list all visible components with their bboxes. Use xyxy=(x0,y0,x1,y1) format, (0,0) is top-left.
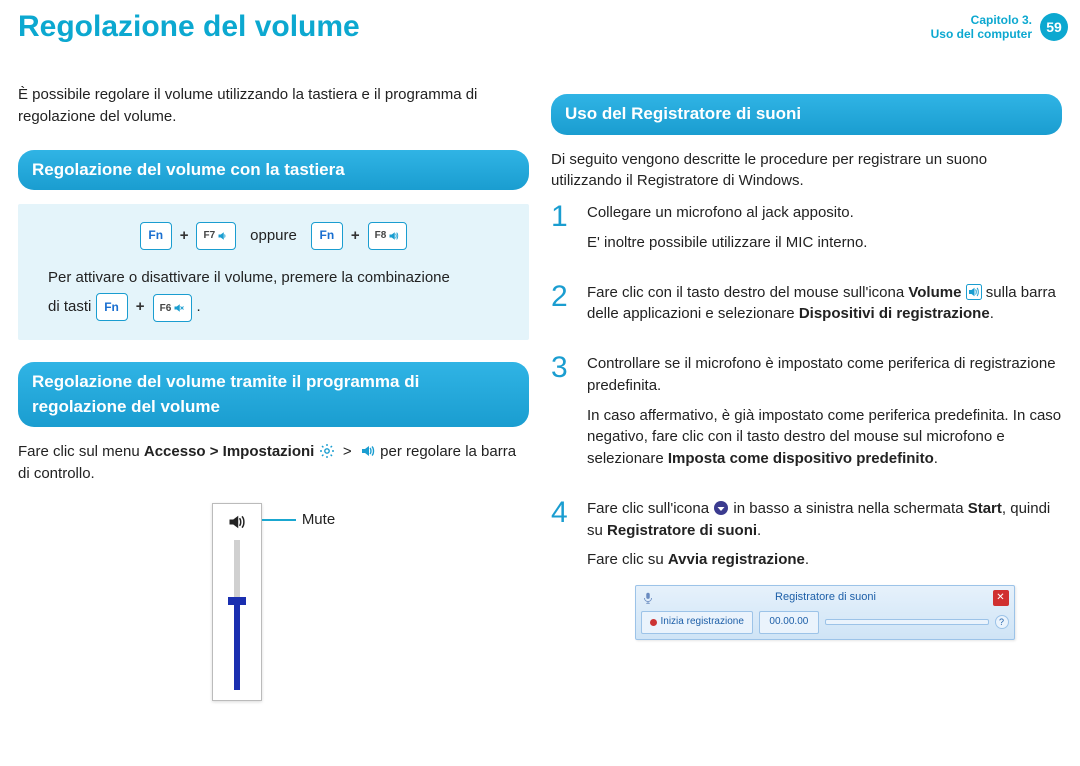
sound-recorder-window: Registratore di suoni ✕ Inizia registraz… xyxy=(635,585,1015,640)
key-fn-3: Fn xyxy=(96,293,128,321)
callout-line xyxy=(262,519,296,521)
recorder-intro: Di seguito vengono descritte le procedur… xyxy=(551,149,1062,193)
intro-text: È possibile regolare il volume utilizzan… xyxy=(18,84,529,128)
volume-up-icon xyxy=(388,230,400,242)
volume-fill xyxy=(234,600,240,690)
help-button[interactable]: ? xyxy=(995,615,1009,629)
plus-icon-2: + xyxy=(351,225,360,247)
plus-icon-3: + xyxy=(136,298,145,315)
step-2: 2 Fare clic con il tasto destro del mous… xyxy=(551,282,1062,334)
recorder-titlebar: Registratore di suoni ✕ xyxy=(639,589,1011,607)
step-body: Fare clic sull'icona in basso a sinistra… xyxy=(587,498,1062,640)
step-1: 1 Collegare un microfono al jack apposit… xyxy=(551,202,1062,262)
volume-popup xyxy=(212,503,262,701)
recording-time: 00.00.00 xyxy=(759,611,819,634)
header-right: Capitolo 3. Uso del computer 59 xyxy=(931,13,1080,42)
recorder-title: Registratore di suoni xyxy=(659,590,993,606)
key-fn: Fn xyxy=(140,222,172,250)
left-column: È possibile regolare il volume utilizzan… xyxy=(18,84,529,701)
tray-volume-icon xyxy=(966,284,982,300)
step-number: 1 xyxy=(551,202,573,262)
step-body: Collegare un microfono al jack apposito.… xyxy=(587,202,1062,262)
microphone-icon xyxy=(641,591,655,605)
or-label: oppure xyxy=(250,225,297,247)
volume-track[interactable] xyxy=(234,540,240,690)
plus-icon: + xyxy=(180,225,189,247)
level-meter xyxy=(825,619,989,625)
step-3: 3 Controllare se il microfono è impostat… xyxy=(551,353,1062,478)
volume-icon xyxy=(360,443,376,459)
program-instruction: Fare clic sul menu Accesso > Impostazion… xyxy=(18,441,529,485)
step-number: 4 xyxy=(551,498,573,640)
page-header: Regolazione del volume Capitolo 3. Uso d… xyxy=(0,0,1080,54)
key-f8: F8 xyxy=(368,222,408,250)
step-body: Fare clic con il tasto destro del mouse … xyxy=(587,282,1062,334)
shortcut-row: Fn + F7 oppure Fn + F8 xyxy=(48,222,499,250)
step-body: Controllare se il microfono è impostato … xyxy=(587,353,1062,478)
section-program-title: Regolazione del volume tramite il progra… xyxy=(18,362,529,427)
volume-mute-icon xyxy=(173,302,185,314)
down-circle-icon xyxy=(713,500,729,516)
page-number: 59 xyxy=(1040,13,1068,41)
key-f7: F7 xyxy=(196,222,236,250)
section-keyboard-title: Regolazione del volume con la tastiera xyxy=(18,150,529,191)
volume-down-icon xyxy=(217,230,229,242)
volume-thumb[interactable] xyxy=(228,597,246,605)
keyboard-shortcut-box: Fn + F7 oppure Fn + F8 Per attivare o di… xyxy=(18,204,529,340)
close-button[interactable]: ✕ xyxy=(993,590,1009,606)
section-recorder-title: Uso del Registratore di suoni xyxy=(551,94,1062,135)
chapter-line1: Capitolo 3. xyxy=(931,13,1032,27)
recorder-body: Inizia registrazione 00.00.00 ? xyxy=(639,609,1011,636)
steps-list: 1 Collegare un microfono al jack apposit… xyxy=(551,202,1062,640)
key-f6: F6 xyxy=(153,294,193,322)
right-column: Uso del Registratore di suoni Di seguito… xyxy=(551,84,1062,701)
mute-label: Mute xyxy=(302,509,335,531)
page-title: Regolazione del volume xyxy=(0,10,931,44)
step-4: 4 Fare clic sull'icona in basso a sinist… xyxy=(551,498,1062,640)
gear-icon xyxy=(319,443,335,459)
mute-callout: Mute xyxy=(262,509,335,531)
step-number: 3 xyxy=(551,353,573,478)
volume-slider-illustration: Mute xyxy=(18,503,529,701)
start-recording-button[interactable]: Inizia registrazione xyxy=(641,611,753,634)
speaker-icon xyxy=(227,512,247,532)
chapter-label: Capitolo 3. Uso del computer xyxy=(931,13,1032,42)
shortcut-description: Per attivare o disattivare il volume, pr… xyxy=(48,264,499,322)
key-fn-2: Fn xyxy=(311,222,343,250)
record-dot-icon xyxy=(650,619,657,626)
chapter-line2: Uso del computer xyxy=(931,27,1032,41)
step-number: 2 xyxy=(551,282,573,334)
